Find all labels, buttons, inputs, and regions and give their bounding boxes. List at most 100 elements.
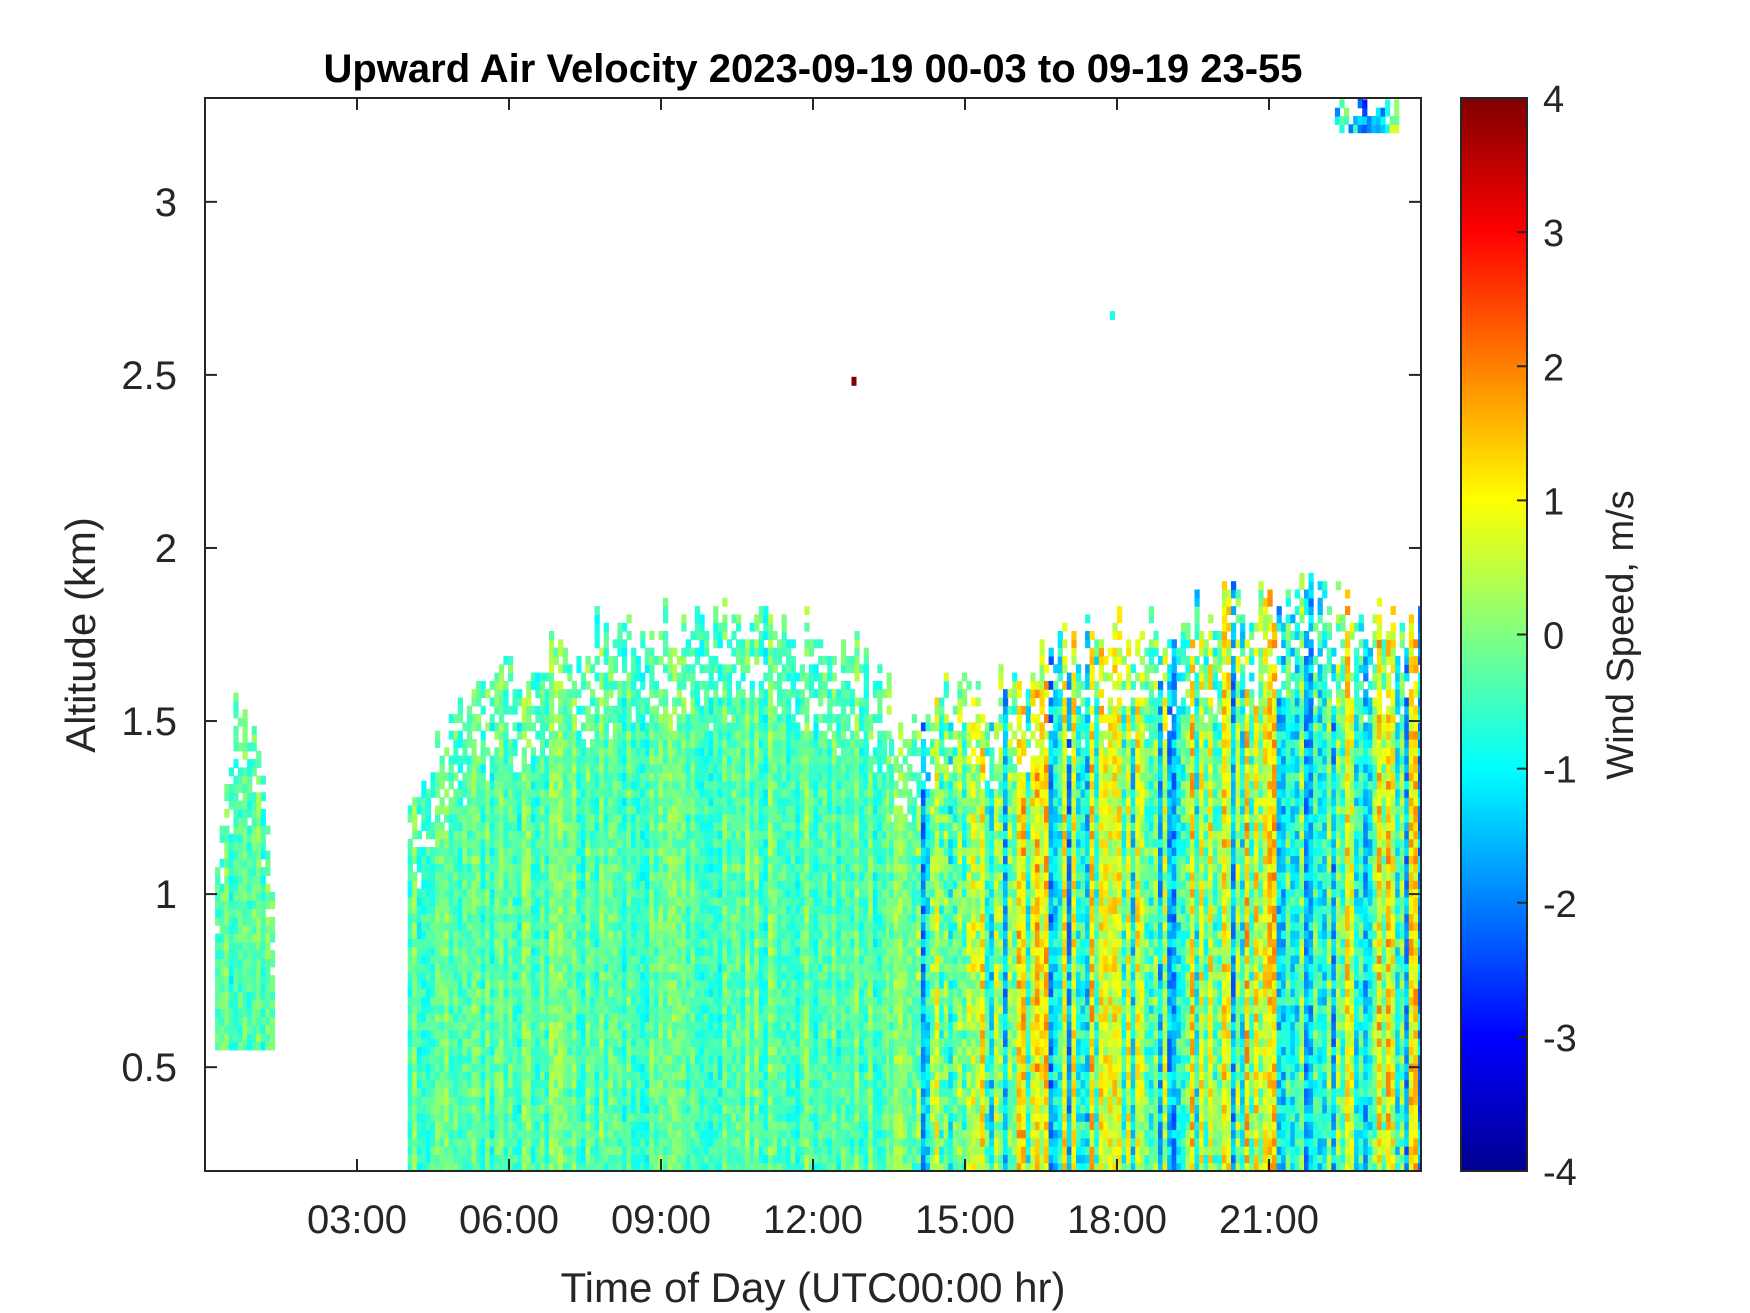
heatmap-cell	[644, 722, 650, 732]
heatmap-cell	[681, 714, 687, 723]
heatmap-cell	[580, 946, 587, 956]
heatmap-cell	[608, 822, 614, 831]
heatmap-cell	[549, 1162, 555, 1171]
heatmap-cell	[644, 1071, 650, 1081]
heatmap-cell	[539, 780, 546, 790]
heatmap-cell	[558, 1121, 564, 1131]
heatmap-cell	[754, 813, 760, 823]
heatmap-cell	[508, 996, 514, 1006]
heatmap-cell	[571, 797, 577, 807]
heatmap-cell	[219, 950, 225, 960]
heatmap-cell	[713, 813, 719, 823]
heatmap-cell	[517, 772, 523, 782]
heatmap-cell	[453, 946, 459, 956]
heatmap-cell	[508, 1137, 514, 1147]
heatmap-cell	[265, 958, 271, 968]
heatmap-cell	[745, 647, 751, 657]
heatmap-cell	[530, 871, 536, 881]
heatmap-cell	[580, 797, 587, 807]
heatmap-cell	[603, 913, 609, 923]
heatmap-cell	[247, 1000, 253, 1009]
heatmap-cell	[740, 1004, 746, 1014]
heatmap-cell	[553, 863, 559, 873]
heatmap-cell	[722, 971, 728, 981]
heatmap-cell	[508, 1038, 514, 1047]
heatmap-cell	[571, 1096, 577, 1106]
heatmap-cell	[608, 963, 614, 973]
heatmap-cell	[745, 1079, 751, 1089]
heatmap-cell	[571, 1004, 577, 1014]
heatmap-cell	[269, 1024, 276, 1034]
heatmap-cell	[530, 979, 536, 989]
heatmap-cell	[640, 938, 646, 948]
heatmap-cell	[622, 1063, 628, 1072]
heatmap-cell	[590, 664, 596, 674]
heatmap-cell	[626, 747, 632, 757]
heatmap-cell	[558, 871, 564, 881]
heatmap-cell	[421, 1071, 427, 1081]
heatmap-cell	[489, 1137, 495, 1147]
heatmap-cell	[722, 979, 728, 989]
heatmap-cell	[681, 830, 687, 840]
heatmap-cell	[435, 1096, 441, 1106]
heatmap-cell	[453, 905, 459, 915]
heatmap-cell	[590, 838, 596, 848]
heatmap-cell	[539, 1112, 546, 1122]
heatmap-cell	[767, 1013, 774, 1023]
heatmap-cell	[425, 996, 432, 1006]
heatmap-cell	[412, 971, 418, 981]
heatmap-cell	[256, 983, 262, 993]
heatmap-cell	[690, 788, 696, 798]
heatmap-cell	[653, 963, 660, 973]
heatmap-cell	[672, 1087, 678, 1097]
heatmap-cell	[644, 1087, 650, 1097]
heatmap-cell	[745, 797, 751, 807]
heatmap-cell	[690, 672, 696, 682]
heatmap-cell	[590, 938, 596, 948]
heatmap-cell	[412, 905, 418, 915]
heatmap-cell	[713, 930, 719, 939]
heatmap-cell	[685, 714, 691, 723]
heatmap-cell	[658, 714, 664, 723]
heatmap-cell	[425, 921, 432, 931]
heatmap-cell	[704, 979, 710, 989]
heatmap-cell	[640, 1146, 646, 1155]
heatmap-cell	[571, 1079, 577, 1089]
heatmap-cell	[736, 647, 742, 657]
heatmap-cell	[571, 697, 577, 707]
heatmap-cell	[435, 855, 441, 865]
heatmap-cell	[754, 1154, 760, 1164]
heatmap-cell	[558, 1021, 564, 1031]
heatmap-cell	[576, 847, 582, 856]
heatmap-cell	[228, 858, 234, 868]
heatmap-cell	[594, 622, 600, 632]
heatmap-cell	[767, 946, 774, 956]
heatmap-cell	[466, 805, 473, 815]
heatmap-cell	[457, 1162, 463, 1171]
heatmap-cell	[608, 780, 614, 790]
heatmap-cell	[726, 988, 733, 998]
heatmap-cell	[681, 772, 687, 782]
heatmap-cell	[224, 892, 230, 901]
heatmap-cell	[758, 772, 764, 782]
heatmap-cell	[430, 1013, 436, 1023]
heatmap-cell	[269, 983, 276, 993]
heatmap-cell	[549, 813, 555, 823]
heatmap-cell	[585, 996, 591, 1006]
heatmap-cell	[219, 1008, 225, 1018]
heatmap-cell	[251, 916, 257, 926]
heatmap-cell	[626, 822, 632, 831]
heatmap-cell	[517, 1013, 523, 1023]
heatmap-cell	[726, 996, 733, 1006]
heatmap-cell	[553, 772, 559, 782]
heatmap-cell	[571, 772, 577, 782]
heatmap-cell	[535, 880, 541, 890]
heatmap-cell	[754, 1121, 760, 1131]
heatmap-cell	[562, 896, 568, 906]
heatmap-cell	[494, 1154, 500, 1164]
heatmap-cell	[745, 639, 751, 649]
heatmap-cell	[421, 805, 427, 815]
heatmap-cell	[681, 705, 687, 715]
heatmap-cell	[567, 780, 573, 790]
heatmap-cell	[530, 780, 536, 790]
